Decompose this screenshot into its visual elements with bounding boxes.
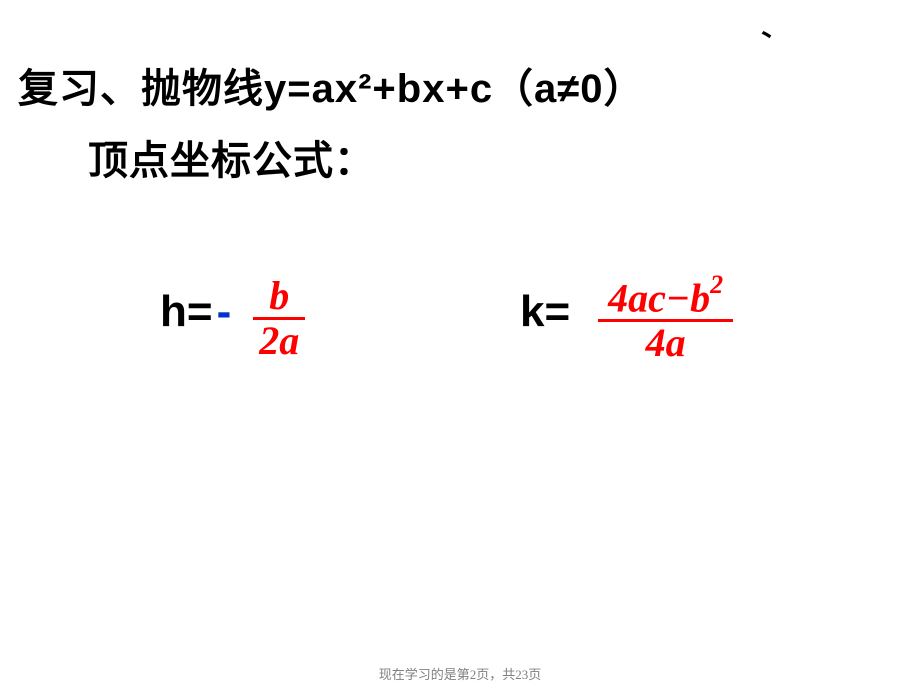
k-num-exponent: 2 bbox=[710, 270, 723, 299]
k-fraction: 4ac−b2 4a bbox=[598, 275, 733, 364]
k-label: k= bbox=[520, 287, 570, 337]
k-num-text: 4ac−b bbox=[608, 275, 710, 320]
h-denominator: 2a bbox=[253, 320, 305, 362]
h-label: h= bbox=[160, 287, 213, 337]
h-minus-sign: - bbox=[217, 287, 232, 337]
h-fraction: b 2a bbox=[253, 275, 305, 362]
title-line-2: 顶点坐标公式： bbox=[88, 128, 375, 186]
decorative-tick: 、 bbox=[755, 3, 790, 45]
title-line-1: 复习、抛物线y=ax²+bx+c（a≠0） bbox=[18, 56, 645, 114]
k-denominator: 4a bbox=[636, 322, 696, 364]
h-numerator: b bbox=[263, 275, 295, 317]
k-numerator: 4ac−b2 bbox=[598, 275, 733, 319]
formula-h: h= - b 2a bbox=[160, 275, 305, 362]
formula-k: k= 4ac−b2 4a bbox=[520, 275, 733, 364]
page-footer: 现在学习的是第2页，共23页 bbox=[0, 664, 920, 683]
